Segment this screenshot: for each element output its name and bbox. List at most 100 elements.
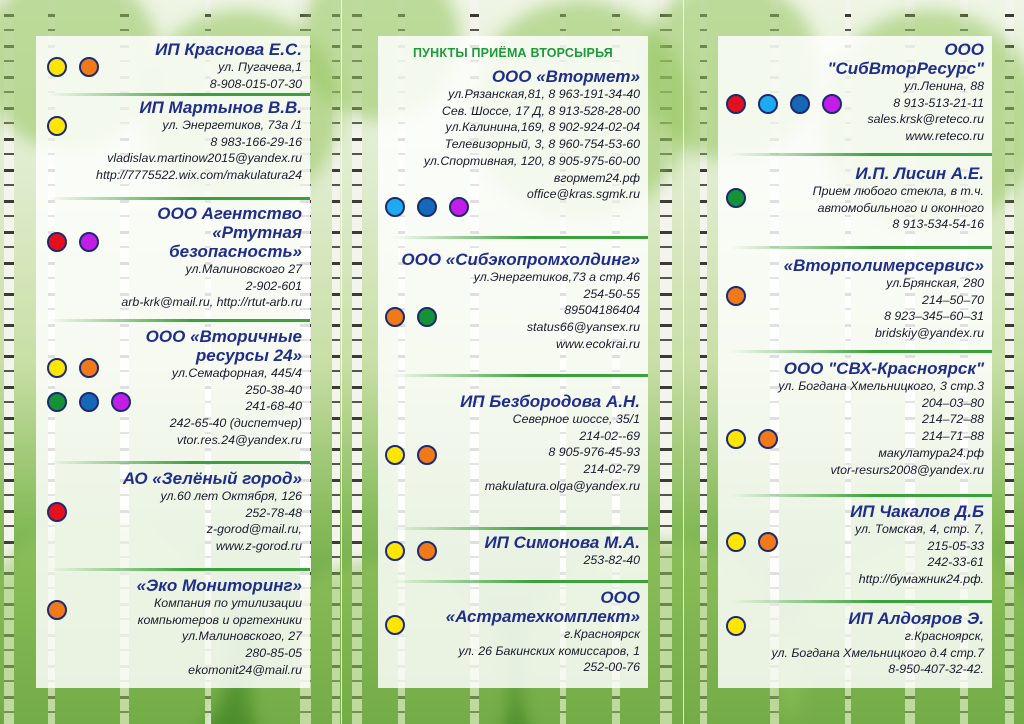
company-name: ООО (600, 588, 640, 607)
company-name: ООО «Сибэкопромхолдинг» (401, 250, 640, 269)
contact-line: ул.Рязанская,81, 8 963-191-34-40 (448, 87, 640, 101)
recycler-entry: ИП Мартынов В.В. ул. Энергетиков, 73а /1 8… (38, 98, 302, 184)
orange-material-dot-icon (79, 358, 99, 378)
green-material-dot-icon (726, 188, 746, 208)
light-blue-material-dot-icon (758, 94, 778, 114)
company-name: "СибВторРесурс" (827, 59, 984, 78)
contact-line: 250-38-40 (245, 382, 303, 397)
contact-line: Северное шоссе, 35/1 (512, 412, 640, 426)
contact-line: ул.Энергетиков,73 а стр.46 (473, 270, 640, 284)
company-name: ИП Безбородова А.Н. (460, 392, 640, 411)
contact-line: ekomonit24@mail.ru (188, 662, 302, 677)
contact-line: 253-82-40 (583, 553, 641, 567)
yellow-material-dot-icon (47, 116, 67, 136)
contact-line: sales.krsk@reteco.ru (867, 112, 984, 127)
contact-line: вгормет24.рф (553, 170, 640, 185)
contact-line: ул.Малиновского 27 (185, 262, 302, 276)
contact-line: 8 923–345–60–31 (884, 309, 984, 324)
separator-line (48, 568, 310, 571)
separator-line (48, 319, 310, 322)
light-blue-material-dot-icon (385, 197, 405, 217)
contact-line: 214–50–70 (921, 292, 984, 307)
contact-line: www.ecokrai.ru (555, 336, 640, 351)
company-name: «Вторполимерсервис» (783, 256, 984, 275)
orange-material-dot-icon (47, 600, 67, 620)
contact-line: 214-02--69 (579, 428, 640, 443)
purple-material-dot-icon (111, 392, 131, 412)
separator-line (730, 494, 992, 497)
contact-line: Компания по утилизации (154, 596, 302, 610)
contact-line: bridskiy@yandex.ru (875, 326, 984, 341)
recycler-entry: ООО "СибВторРесурс" ул.Ленина, 88 8 913-513… (720, 40, 984, 145)
contact-line: 252-00-76 (583, 660, 641, 675)
contact-line: vladislav.martinow2015@yandex.ru (107, 151, 302, 166)
contact-line: 280-85-05 (245, 646, 303, 661)
contact-line: ул. Пугачева,1 (218, 60, 302, 74)
contact-line: ул. Томская, 4, стр. 7, (854, 522, 984, 536)
orange-material-dot-icon (758, 429, 778, 449)
contact-line: makulatura.olga@yandex.ru (484, 478, 640, 493)
recycler-entry: «Эко Мониторинг» Компания по утилизации ко… (38, 576, 302, 679)
yellow-material-dot-icon (726, 616, 746, 636)
recycler-entry: ИП Симонова М.А. 253-82-40 (380, 533, 640, 569)
green-material-dot-icon (47, 392, 67, 412)
recycler-entry: ООО «Астратехкомплект» г.Красноярск ул. 26 … (380, 588, 640, 676)
company-name: ООО "СВХ-Красноярск" (783, 359, 984, 378)
purple-material-dot-icon (449, 197, 469, 217)
left-panel: ИП Краснова Е.С. ул. Пугачева,1 8-908-015-… (36, 36, 310, 688)
contact-line: ул.Семафорная, 445/4 (171, 366, 302, 380)
company-name: ИП Мартынов В.В. (139, 98, 302, 117)
contact-line: status66@yansex.ru (526, 320, 640, 335)
fold-line (341, 0, 342, 724)
contact-line: 214–71–88 (921, 429, 984, 444)
separator-line (730, 246, 992, 249)
contact-line: 214-02-79 (583, 462, 641, 477)
orange-material-dot-icon (385, 307, 405, 327)
company-name: ИП Чакалов Д.Б (850, 502, 984, 521)
contact-line: http://бумажник24.рф. (858, 572, 984, 587)
orange-material-dot-icon (79, 57, 99, 77)
company-name: безопасность» (169, 242, 302, 261)
company-name: И.П. Лисин А.Е. (855, 164, 984, 183)
contact-line: 252-78-48 (245, 505, 303, 520)
separator-line (390, 580, 648, 583)
separator-line (730, 153, 992, 156)
contact-line: 204–03–80 (921, 395, 984, 410)
recycler-entry: ООО "СВХ-Красноярск" ул. Богдана Хмельниц… (720, 359, 984, 478)
orange-material-dot-icon (417, 445, 437, 465)
right-panel: ООО "СибВторРесурс" ул.Ленина, 88 8 913-513… (718, 36, 992, 688)
contact-line: 8 913-513-21-11 (893, 95, 984, 110)
contact-line: ул.Малиновского, 27 (182, 629, 302, 644)
recycler-entry: ООО Агентство «Ртутная безопасность» ул.Мал… (38, 204, 302, 311)
middle-panel: ПУНКТЫ ПРИЁМА ВТОРСЫРЬЯ ООО «Втормет» ул.… (378, 36, 648, 688)
page-title: ПУНКТЫ ПРИЁМА ВТОРСЫРЬЯ (413, 46, 613, 60)
contact-line: 242-33-61 (927, 555, 985, 570)
recycler-entry: ИП Краснова Е.С. ул. Пугачева,1 8-908-015-… (38, 40, 302, 92)
contact-line: z-gorod@mail.ru, (206, 522, 302, 537)
contact-line: ул. Энергетиков, 73а /1 (162, 118, 302, 132)
contact-line: 214–72–88 (921, 412, 984, 427)
company-name: ООО «Вторичные (145, 327, 302, 346)
purple-material-dot-icon (822, 94, 842, 114)
yellow-material-dot-icon (385, 541, 405, 561)
yellow-material-dot-icon (47, 57, 67, 77)
separator-line (730, 350, 992, 353)
contact-line: ул.Калинина,169, 8 902-924-02-04 (445, 120, 640, 135)
yellow-material-dot-icon (385, 615, 405, 635)
recycler-entry: ИП Чакалов Д.Б ул. Томская, 4, стр. 7, 215… (720, 502, 984, 588)
company-name: ИП Алдояров Э. (848, 609, 984, 628)
blue-material-dot-icon (79, 392, 99, 412)
company-name: «Эко Мониторинг» (136, 576, 302, 595)
blue-material-dot-icon (417, 197, 437, 217)
contact-line: ул.Брянская, 280 (886, 276, 984, 290)
contact-line: 8 905-976-45-93 (548, 445, 640, 460)
contact-line: arb-krk@mail.ru, http://rtut-arb.ru (121, 295, 302, 310)
contact-line: ул. Богдана Хмельницкого, 3 стр.3 (778, 379, 984, 393)
fold-line (683, 0, 684, 724)
separator-line (390, 374, 648, 377)
company-name: «Ртутная (212, 223, 302, 242)
recycler-entry: ООО «Вторичные ресурсы 24» ул.Семафорная, … (38, 327, 302, 449)
contact-line: ул. 26 Бакинских комиссаров, 1 (458, 643, 640, 658)
contact-line: 215-05-33 (927, 538, 985, 553)
yellow-material-dot-icon (726, 532, 746, 552)
